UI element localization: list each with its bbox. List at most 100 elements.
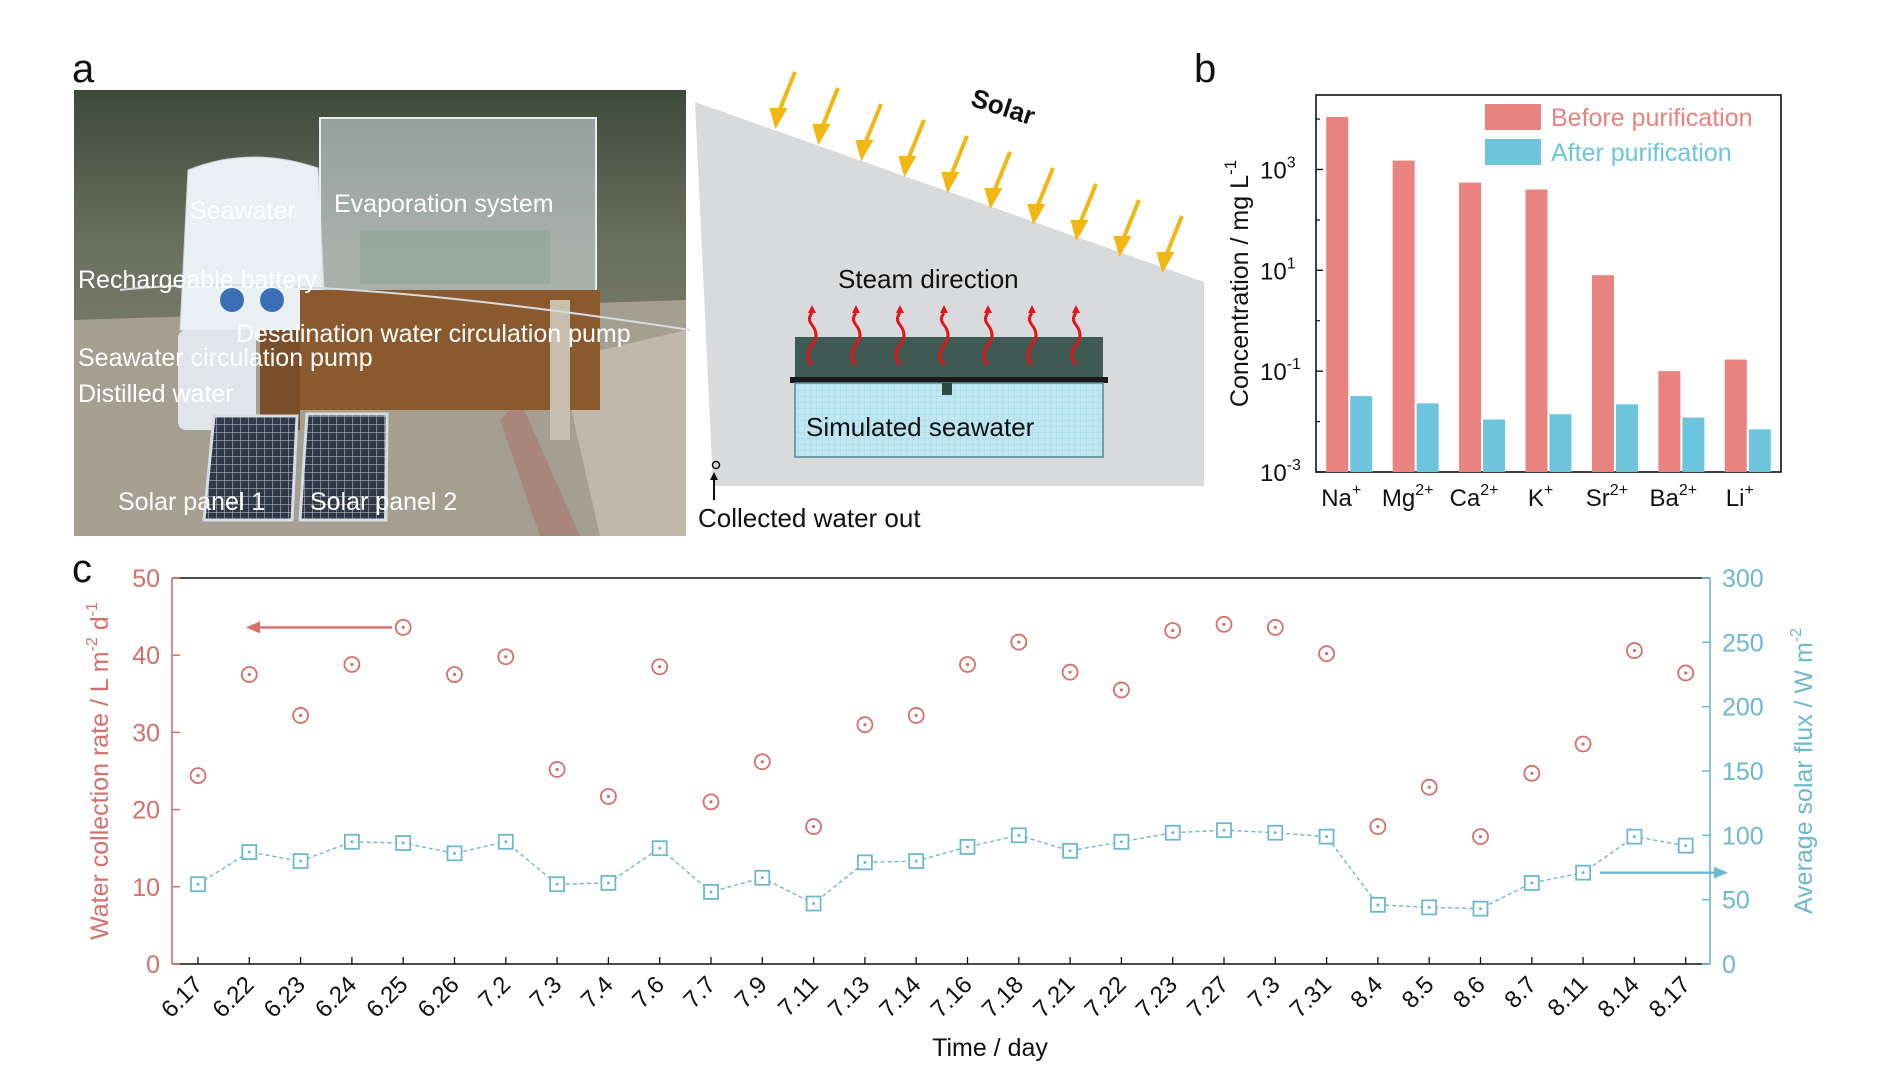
left-axis-arrowhead <box>246 621 260 634</box>
bar-after <box>1615 404 1638 472</box>
x-tick-label: 8.14 <box>1593 971 1645 1023</box>
x-tick-label: 6.23 <box>259 971 311 1023</box>
solar-flux-point-dot <box>658 846 662 850</box>
left-tick-label: 30 <box>132 719 160 747</box>
legend-swatch <box>1485 104 1541 130</box>
solar-flux-point-dot <box>299 859 303 863</box>
left-tick-label: 40 <box>132 642 160 670</box>
bar-before <box>1326 116 1349 473</box>
steam-arrows <box>806 312 1082 366</box>
collection-rate-point-dot <box>1478 835 1483 839</box>
x-axis-label: Time / day <box>932 1034 1048 1062</box>
solar-flux-point-dot <box>812 902 816 906</box>
left-tick-label: 20 <box>132 797 160 825</box>
solar-flux-point-dot <box>1325 835 1329 839</box>
collection-rate-point-dot <box>1376 824 1380 829</box>
solar-flux-line <box>197 829 1686 910</box>
x-tick-label: 7.27 <box>1182 971 1234 1023</box>
solar-flux-point-dot <box>709 890 713 894</box>
x-tick-label: Sr2+ <box>1586 482 1628 512</box>
solar-flux-point-dot <box>196 882 200 886</box>
collection-rate-point-dot <box>760 760 764 764</box>
solar-flux-point-dot <box>504 840 508 844</box>
solar-flux-point-dot <box>1479 907 1482 911</box>
collection-rate-point-dot <box>1530 771 1534 775</box>
y-tick-label: 101 <box>1260 255 1296 285</box>
solar-flux-point-dot <box>1581 871 1585 875</box>
label-sea-pump: Seawater circulation pump <box>78 344 373 372</box>
solar-flux-point-dot <box>1684 844 1688 848</box>
sun-rays <box>769 71 1184 274</box>
solar-flux-point-dot <box>1376 903 1380 907</box>
right-tick-label: 200 <box>1722 694 1764 722</box>
x-tick-label: 6.17 <box>156 971 208 1023</box>
solar-flux-point-dot <box>863 860 867 864</box>
collection-rate-point-dot <box>299 713 303 718</box>
collection-rate-point-dot <box>863 723 867 727</box>
solar-flux-point-dot <box>1427 905 1431 909</box>
x-tick-label: 6.22 <box>207 971 259 1023</box>
x-tick-label: Ba2+ <box>1650 482 1698 512</box>
right-tick-label: 50 <box>1722 887 1750 915</box>
x-tick-label: 7.31 <box>1285 971 1337 1023</box>
y-tick-label: 10-1 <box>1260 356 1301 386</box>
label-distilled: Distilled water <box>78 380 234 408</box>
x-tick-label: 7.3 <box>525 971 568 1014</box>
x-tick-label: 7.4 <box>576 971 619 1014</box>
right-tick-label: 300 <box>1722 565 1764 593</box>
x-tick-label: 7.11 <box>773 971 824 1022</box>
collection-rate-point-dot <box>401 625 405 630</box>
solar-flux-point-dot <box>401 841 405 845</box>
solar-flux-point-dot <box>1273 831 1277 835</box>
x-tick-label: 6.25 <box>361 971 413 1023</box>
x-tick-label: 7.14 <box>874 971 926 1023</box>
x-tick-label: Li+ <box>1726 482 1754 512</box>
collection-rate-point-dot <box>1325 652 1329 656</box>
collection-rate-point-dot <box>1684 671 1688 675</box>
collection-rate-point-dot <box>606 794 611 799</box>
panel-label-b: b <box>1194 47 1216 91</box>
x-tick-label: K+ <box>1528 482 1553 512</box>
y-tick-label: 103 <box>1260 154 1296 184</box>
x-tick-label: 8.4 <box>1345 971 1388 1014</box>
right-tick-label: 150 <box>1722 758 1764 786</box>
x-tick-label: Mg2+ <box>1382 482 1434 512</box>
left-axis-label: Water collection rate / L m-2 d-1 <box>84 602 114 940</box>
water-collection-chart: 0 10 20 30 40 50 0 50 100 150 200 250 300 Water colle… <box>84 565 1818 1062</box>
x-tick-label: 7.7 <box>679 971 722 1014</box>
right-tick-label: 250 <box>1722 629 1764 657</box>
solar-flux-point-dot <box>350 840 354 844</box>
collection-rate-point-dot <box>1427 785 1431 789</box>
bar-after <box>1350 396 1373 472</box>
label-desal-pump: Desalination water circulation pump <box>236 320 631 348</box>
x-tick-label: 6.24 <box>310 971 362 1023</box>
x-tick-label: 7.22 <box>1080 971 1132 1023</box>
bar-before <box>1724 359 1747 472</box>
bar-after <box>1549 414 1572 472</box>
collection-rate-point-dot <box>1222 622 1226 626</box>
solar-flux-point-dot <box>966 845 969 849</box>
x-tick-label: 7.3 <box>1243 971 1286 1014</box>
x-tick-label: 7.23 <box>1131 971 1183 1023</box>
collection-rate-point-dot <box>247 672 251 677</box>
bar-before <box>1525 189 1548 472</box>
bar-before <box>1658 371 1681 472</box>
label-panel-1: Solar panel 1 <box>118 488 265 516</box>
y-axis-label: Concentration / mg L-1 <box>1221 160 1254 407</box>
bar-before <box>1392 160 1415 472</box>
collection-rate-point-dot <box>1017 640 1021 644</box>
solar-flux-point-dot <box>247 850 251 854</box>
bar-after <box>1416 403 1439 472</box>
x-tick-label: 7.21 <box>1028 971 1080 1023</box>
solar-flux-point-dot <box>606 881 610 885</box>
setup-photo <box>74 90 691 536</box>
x-tick-label: 7.2 <box>473 971 516 1014</box>
collection-rate-point-dot <box>812 824 816 829</box>
right-axis-label: Average solar flux / W m-2 <box>1788 628 1818 914</box>
left-tick-label: 10 <box>132 874 160 902</box>
evaporator-diagram <box>695 71 1204 500</box>
collection-rate-point-dot <box>555 767 559 772</box>
left-tick-label: 0 <box>146 951 160 979</box>
